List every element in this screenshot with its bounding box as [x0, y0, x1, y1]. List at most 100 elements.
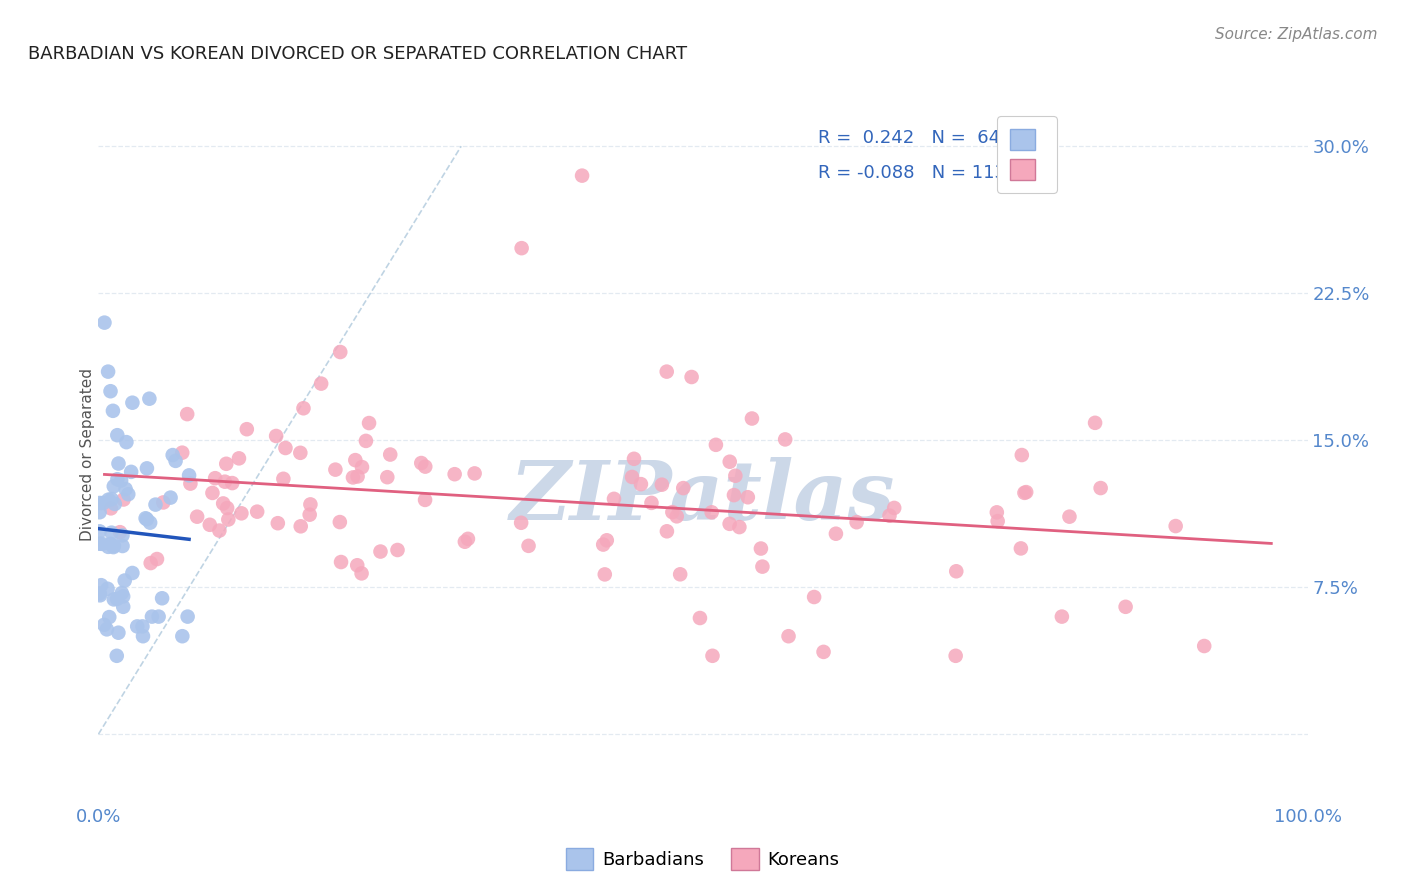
Point [114, 574, 136, 588]
Point [681, 370, 703, 384]
Point [741, 411, 763, 425]
Point [778, 629, 800, 643]
Point [215, 457, 238, 471]
Point [510, 241, 533, 255]
Point [231, 506, 253, 520]
Legend: Barbadians, Koreans: Barbadians, Koreans [560, 841, 846, 877]
Point [290, 446, 312, 460]
Point [150, 591, 173, 606]
Point [162, 448, 184, 462]
Point [159, 491, 181, 505]
Point [177, 468, 200, 483]
Point [510, 516, 533, 530]
Point [411, 456, 433, 470]
Point [217, 512, 239, 526]
Point [111, 586, 134, 600]
Point [90, 578, 112, 592]
Point [457, 532, 479, 546]
Point [661, 505, 683, 519]
Point [325, 462, 347, 476]
Point [264, 429, 287, 443]
Point [593, 567, 616, 582]
Point [603, 491, 626, 506]
Point [89, 505, 111, 519]
Point [718, 455, 741, 469]
Point [737, 490, 759, 504]
Point [640, 496, 662, 510]
Point [380, 448, 402, 462]
Point [138, 392, 160, 406]
Point [443, 467, 465, 482]
Point [803, 590, 825, 604]
Point [152, 495, 174, 509]
Point [651, 477, 673, 491]
Point [97, 365, 120, 379]
Point [97, 540, 120, 554]
Point [370, 544, 392, 558]
Point [267, 516, 290, 531]
Point [329, 515, 352, 529]
Point [121, 566, 143, 580]
Point [773, 433, 796, 447]
Point [89, 586, 111, 600]
Point [111, 528, 134, 542]
Point [413, 492, 436, 507]
Point [1090, 481, 1112, 495]
Point [172, 445, 194, 459]
Point [139, 556, 162, 570]
Point [517, 539, 540, 553]
Point [97, 582, 120, 596]
Point [357, 416, 380, 430]
Point [592, 538, 614, 552]
Point [100, 492, 122, 507]
Point [350, 460, 373, 475]
Point [201, 486, 224, 500]
Point [330, 555, 353, 569]
Point [728, 520, 751, 534]
Text: BARBADIAN VS KOREAN DIVORCED OR SEPARATED CORRELATION CHART: BARBADIAN VS KOREAN DIVORCED OR SEPARATE… [28, 45, 688, 62]
Point [945, 564, 967, 578]
Point [292, 401, 315, 416]
Point [329, 345, 352, 359]
Point [1115, 599, 1137, 614]
Point [1050, 609, 1073, 624]
Text: R =  0.242   N =  64: R = 0.242 N = 64 [818, 129, 1000, 147]
Point [120, 465, 142, 479]
Point [749, 541, 772, 556]
Point [91, 537, 114, 551]
Point [945, 648, 967, 663]
Point [1010, 541, 1032, 556]
Point [228, 451, 250, 466]
Point [97, 492, 120, 507]
Point [623, 451, 645, 466]
Point [89, 588, 111, 602]
Point [718, 516, 741, 531]
Point [1192, 639, 1215, 653]
Point [655, 524, 678, 539]
Point [630, 477, 652, 491]
Point [100, 501, 122, 516]
Point [132, 629, 155, 643]
Point [98, 610, 121, 624]
Point [96, 623, 118, 637]
Point [103, 540, 125, 554]
Point [346, 469, 368, 483]
Point [464, 467, 486, 481]
Point [214, 475, 236, 489]
Point [101, 404, 124, 418]
Point [236, 422, 259, 436]
Point [105, 648, 128, 663]
Point [596, 533, 619, 548]
Point [135, 461, 157, 475]
Point [148, 609, 170, 624]
Point [139, 516, 162, 530]
Point [274, 441, 297, 455]
Point [208, 524, 231, 538]
Point [179, 476, 201, 491]
Point [146, 552, 169, 566]
Point [121, 395, 143, 409]
Point [107, 625, 129, 640]
Point [221, 476, 243, 491]
Point [127, 619, 149, 633]
Point [100, 537, 122, 551]
